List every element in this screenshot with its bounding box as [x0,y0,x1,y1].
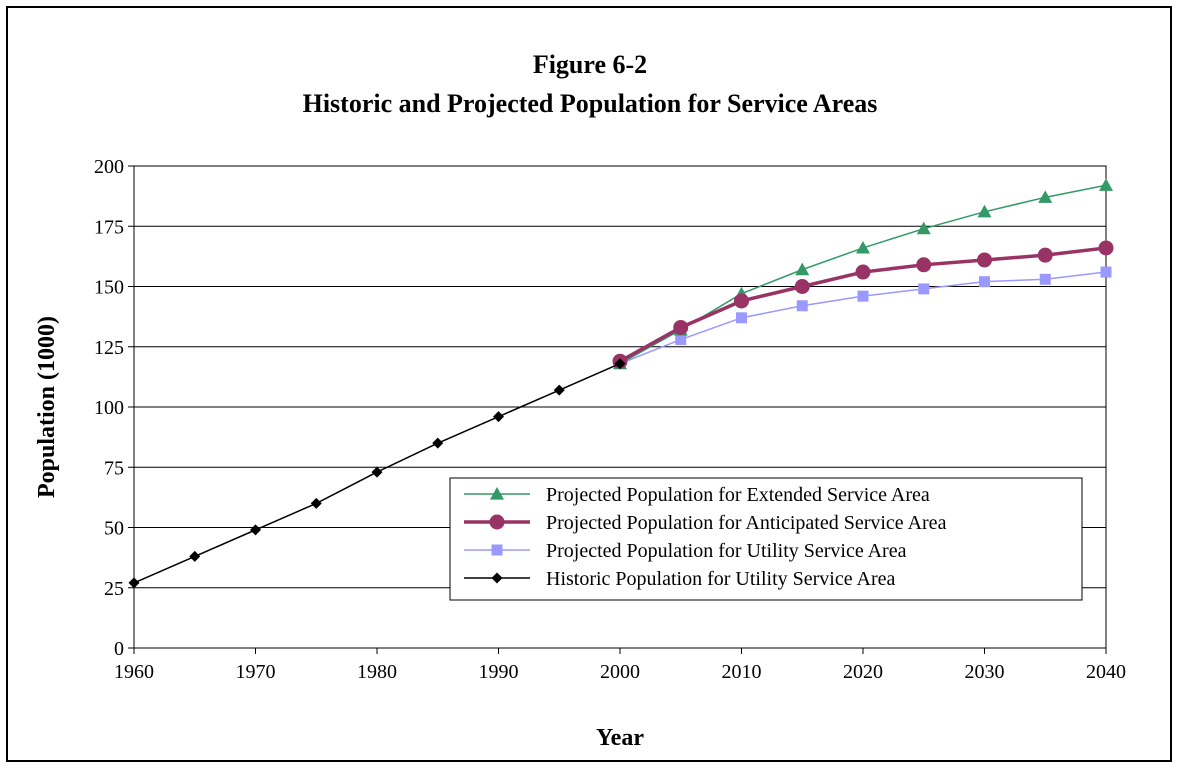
data-point-diamond [250,524,261,536]
data-point-triangle [795,262,810,276]
data-point-circle [1098,240,1114,256]
data-point-triangle [916,221,931,235]
chart-subtitle: Historic and Projected Population for Se… [302,89,878,118]
y-tick-label: 200 [94,156,124,178]
y-tick-label: 50 [104,518,124,540]
data-point-diamond [491,572,503,584]
y-tick-label: 125 [94,337,124,359]
legend-box [449,477,1083,601]
data-point-diamond [553,384,565,396]
series-square [614,266,1112,370]
data-point-diamond [371,466,383,478]
x-tick-label: 2040 [1086,661,1126,683]
y-tick-label: 25 [104,578,124,600]
legend-item: Projected Population for Anticipated Ser… [464,512,947,534]
legend-label: Projected Population for Anticipated Ser… [546,512,947,534]
data-point-circle [794,279,810,294]
x-axis-title: Year [596,725,644,751]
data-point-circle [855,264,871,280]
data-point-circle [489,514,505,530]
x-tick-label: 2010 [722,661,762,683]
data-point-square [979,276,990,288]
series-group [128,178,1114,589]
data-point-square [1100,266,1112,278]
legend: Projected Population for Extended Servic… [449,477,1083,601]
data-point-square [796,300,808,312]
data-point-diamond [189,550,201,562]
data-point-diamond [493,411,504,423]
y-tick-label: 75 [104,457,124,479]
data-point-diamond [128,577,140,589]
data-point-diamond [432,437,444,449]
data-point-circle [916,257,932,273]
data-point-square [675,334,687,346]
legend-item: Projected Population for Extended Servic… [464,484,930,506]
y-axis-title: Population (1000) [34,316,60,498]
y-tick-label: 150 [94,277,124,299]
y-tick-label: 0 [114,638,124,660]
x-tick-label: 1970 [236,661,276,683]
y-tick-label: 100 [94,397,124,419]
data-point-triangle [856,240,870,254]
x-tick-label: 1990 [479,661,519,683]
data-point-circle [673,319,689,335]
data-point-triangle [490,487,504,500]
data-point-circle [734,293,749,309]
data-point-square [736,312,747,324]
data-point-circle [1037,247,1053,263]
data-point-diamond [310,497,322,509]
legend-item: Historic Population for Utility Service … [464,568,895,590]
legend-label: Projected Population for Utility Service… [546,540,907,562]
axes: 0 25 50 75 100 125 150 175 200 1960 1970 1980 1990 20… [94,156,1126,683]
series-line [619,271,1107,365]
chart-frame [6,6,1172,762]
data-point-square [1039,273,1051,285]
x-tick-label: 1960 [114,661,154,683]
legend-item: Projected Population for Utility Service… [464,540,907,562]
data-point-triangle [1038,190,1053,203]
legend-label: Historic Population for Utility Service … [546,568,895,590]
data-point-diamond [614,358,626,370]
data-point-square [918,283,930,295]
x-tick-label: 2030 [965,661,1005,683]
legend-label: Projected Population for Extended Servic… [546,484,930,506]
y-tick-label: 175 [94,216,124,238]
data-point-square [491,544,503,556]
series-diamond [128,358,626,589]
x-tick-label: 1980 [357,661,397,683]
x-tick-label: 2000 [600,661,640,683]
data-point-triangle [1099,178,1113,191]
data-point-triangle [977,204,992,218]
x-tick-label: 2020 [843,661,883,683]
series-circle [612,240,1114,369]
data-point-square [857,290,869,302]
data-point-circle [977,252,992,268]
chart-title: Figure 6-2 [532,50,648,79]
